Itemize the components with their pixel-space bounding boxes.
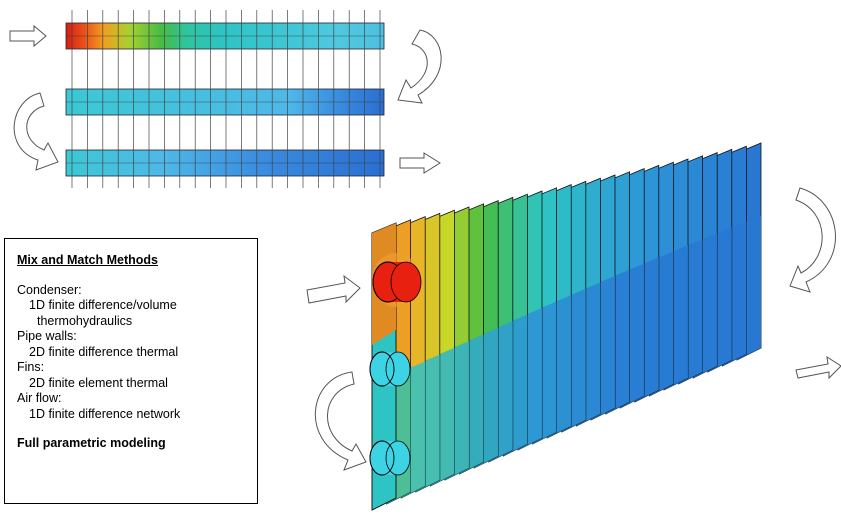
textbox-line: Condenser:: [17, 282, 82, 297]
return-arrow-left-icon: [13, 92, 59, 171]
fin-outlet-arrow-icon: [795, 355, 841, 380]
pipe-strip-3: [65, 149, 385, 177]
fin-return-right-arrow-icon: [789, 187, 836, 293]
textbox-line: 1D finite difference/volume: [29, 298, 177, 312]
fin-lines: [71, 10, 381, 188]
textbox-footer: Full parametric modeling: [17, 436, 166, 450]
pipe-strip-2: [65, 88, 385, 116]
pipe-strip-1: [65, 22, 385, 50]
fin-return-arrow-icon: [314, 371, 367, 471]
textbox-line: Air flow:: [17, 391, 62, 405]
textbox-lines: Condenser: 1D finite difference/volume the…: [17, 283, 257, 423]
outlet-arrow-icon: [399, 152, 441, 174]
textbox-line: thermohydraulics: [37, 313, 133, 328]
return-arrow-right-icon: [397, 29, 442, 104]
textbox-line: Pipe walls:: [17, 329, 77, 343]
inlet-arrow-icon: [9, 24, 47, 48]
fin-inlet-arrow-icon: [306, 274, 361, 304]
methods-textbox: Mix and Match Methods Condenser: 1D finit…: [4, 238, 258, 504]
textbox-line: 2D finite difference thermal: [29, 344, 179, 359]
tube-middle: [369, 351, 411, 387]
textbox-line: Fins:: [17, 360, 45, 374]
tube-bottom: [369, 440, 411, 476]
textbox-line: 1D finite difference network: [29, 406, 181, 421]
textbox-line: 2D finite element thermal: [29, 375, 168, 390]
fin-stack-3d: [371, 142, 762, 511]
tube-hot: [372, 253, 422, 307]
textbox-title: Mix and Match Methods: [17, 253, 158, 267]
